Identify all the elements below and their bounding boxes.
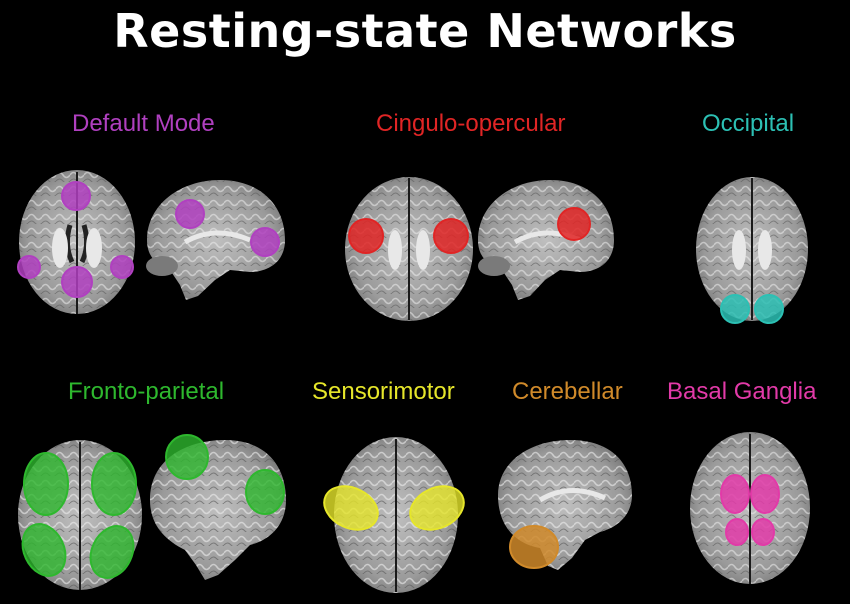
- label-occipital: Occipital: [702, 110, 795, 137]
- network-rois-cingulo-opercular-axial: [348, 218, 469, 254]
- label-cerebellar: Cerebellar: [512, 378, 623, 405]
- brain-axial-default-mode: [19, 170, 135, 314]
- network-rois-default-mode-sagittal: [175, 199, 280, 257]
- network-rois-fronto-parietal-axial: [21, 452, 137, 579]
- label-default-mode: Default Mode: [72, 110, 215, 137]
- network-rois-fronto-parietal-sagittal: [165, 434, 285, 515]
- network-rois-occipital-axial: [720, 294, 784, 324]
- label-fronto-parietal: Fronto-parietal: [68, 378, 225, 405]
- brain-axial-occipital: [696, 177, 808, 321]
- brain-axial-basal-ganglia: [690, 432, 810, 584]
- figure-title: Resting-state Networks: [113, 4, 737, 58]
- brain-sagittal-cingulo-opercular: [478, 180, 614, 300]
- network-rois-cingulo-opercular-sagittal: [557, 207, 591, 241]
- label-basal-ganglia: Basal Ganglia: [667, 378, 817, 405]
- label-cingulo-opercular: Cingulo-opercular: [376, 110, 566, 137]
- brain-axial-cingulo-opercular: [345, 177, 473, 321]
- network-rois-basal-ganglia-axial: [720, 474, 780, 546]
- network-rois-default-mode-axial: [17, 181, 134, 298]
- network-rois-cerebellar-sagittal: [509, 525, 559, 569]
- label-sensorimotor: Sensorimotor: [312, 378, 455, 405]
- brain-axial-sensorimotor: [334, 437, 458, 593]
- network-rois-sensorimotor-axial: [323, 485, 465, 531]
